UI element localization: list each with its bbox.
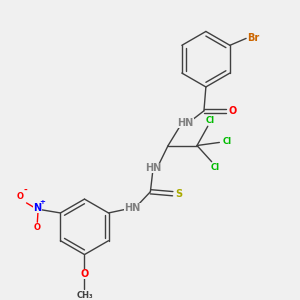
Text: HN: HN (145, 163, 162, 173)
Text: Cl: Cl (211, 163, 220, 172)
Text: O: O (34, 224, 41, 232)
Text: HN: HN (177, 118, 194, 128)
Text: Br: Br (247, 33, 259, 43)
Text: CH₃: CH₃ (76, 290, 93, 299)
Text: +: + (39, 199, 45, 205)
Text: Cl: Cl (206, 116, 215, 125)
Text: O: O (16, 192, 23, 201)
Text: N: N (33, 203, 41, 213)
Text: HN: HN (124, 203, 140, 213)
Text: S: S (175, 189, 182, 199)
Text: O: O (80, 269, 88, 279)
Text: O: O (228, 106, 237, 116)
Text: Cl: Cl (223, 137, 232, 146)
Text: -: - (24, 186, 28, 195)
